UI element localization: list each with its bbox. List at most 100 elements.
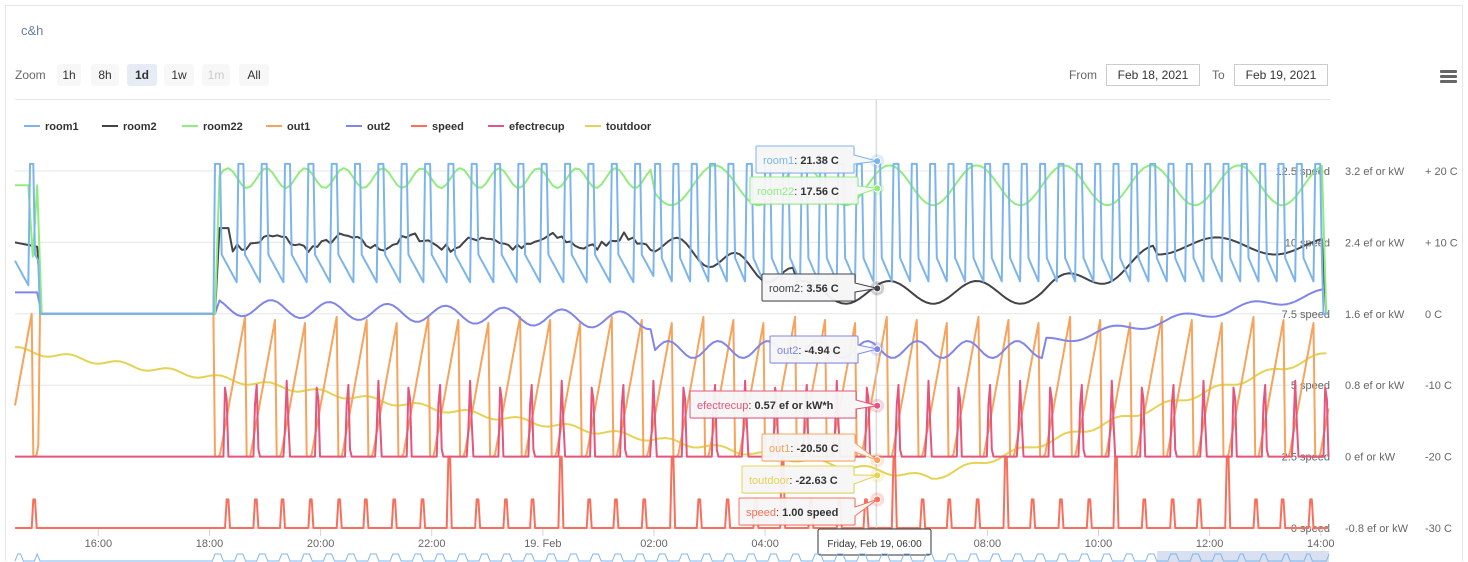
- tooltip-separator: :: [748, 400, 754, 412]
- tooltip-out1: out1: -20.50 C: [761, 433, 878, 462]
- legend-label: out2: [367, 121, 391, 133]
- hamburger-menu-icon[interactable]: [1440, 70, 1457, 85]
- series-line-toutdoor[interactable]: [14, 346, 1327, 480]
- navigator[interactable]: [14, 551, 1330, 562]
- from-date-input[interactable]: Feb 18, 2021: [1106, 64, 1200, 86]
- y-tick-label: -10 C: [1425, 380, 1452, 392]
- tooltip-toutdoor: toutdoor: -22.63 C: [741, 465, 878, 494]
- crosshair-label-text: Friday, Feb 19, 06:00: [827, 539, 922, 550]
- x-tick-label: 14:00: [1307, 538, 1335, 550]
- series-line-room2[interactable]: [14, 227, 1328, 315]
- series-line-room22[interactable]: [15, 164, 1328, 315]
- series-group: [14, 162, 1330, 529]
- zoom-label: Zoom: [15, 68, 46, 82]
- legend-symbol: [102, 125, 118, 128]
- legend-item-speed[interactable]: speed: [411, 121, 464, 133]
- zoom-button-1d[interactable]: 1d: [127, 64, 157, 86]
- tooltip-value: 0.57 ef or kW*h: [755, 400, 834, 412]
- legend-label: speed: [432, 121, 464, 133]
- chart-container: [5, 5, 1463, 561]
- legend-symbol: [266, 125, 282, 128]
- tooltip-separator: :: [798, 345, 804, 357]
- legend-symbol: [585, 125, 601, 128]
- x-tick-label: 10:00: [1085, 538, 1113, 550]
- zoom-button-1h[interactable]: 1h: [57, 64, 81, 86]
- legend-symbol: [182, 125, 198, 128]
- x-tick-label: 18:00: [196, 538, 224, 550]
- tooltip-series-name: room1: [763, 155, 794, 167]
- x-tick-label: 16:00: [85, 538, 113, 550]
- tooltip-value: -20.50 C: [797, 443, 839, 455]
- legend-label: out1: [287, 121, 311, 133]
- zoom-button-1w[interactable]: 1w: [164, 64, 194, 86]
- legend-symbol: [24, 125, 40, 128]
- chart-title: c&h: [21, 23, 44, 38]
- series-line-speed[interactable]: [15, 455, 1329, 529]
- legend-symbol: [346, 125, 362, 128]
- legend-item-out2[interactable]: out2: [346, 121, 390, 133]
- y-tick-label: 0.8 ef or kW: [1345, 380, 1405, 392]
- y-tick-label: 0 speed: [1291, 523, 1330, 535]
- tooltip-efectrecup: efectrecup: 0.57 ef or kW*h: [689, 390, 878, 419]
- tooltip-separator: :: [794, 155, 800, 167]
- to-date-input[interactable]: Feb 19, 2021: [1234, 64, 1328, 86]
- zoom-button-all[interactable]: All: [239, 64, 269, 86]
- y-tick-label: + 20 C: [1425, 166, 1458, 178]
- legend-item-toutdoor[interactable]: toutdoor: [585, 121, 651, 133]
- y-tick-label: -0.8 ef or kW: [1345, 523, 1409, 535]
- legend-symbol: [411, 125, 427, 128]
- zoom-button-8h[interactable]: 8h: [91, 64, 119, 86]
- tooltip-room1: room1: 21.38 C: [755, 145, 878, 174]
- svg-text:room2: 3.56 C: room2: 3.56 C: [769, 283, 839, 295]
- tooltip-speed: speed: 1.00 speed: [738, 497, 878, 526]
- tooltip-series-name: speed: [746, 507, 776, 519]
- legend-item-efectrecup[interactable]: efectrecup: [488, 121, 565, 133]
- crosshair-label: Friday, Feb 19, 06:00: [817, 528, 932, 556]
- x-tick-label: 12:00: [1196, 538, 1224, 550]
- navigator-series: [14, 552, 1330, 562]
- from-label: From: [1069, 68, 1097, 82]
- to-label: To: [1212, 68, 1225, 82]
- tooltip-value: 3.56 C: [806, 283, 838, 295]
- tooltip-out2: out2: -4.94 C: [769, 335, 878, 364]
- tooltip-value: -4.94 C: [805, 345, 841, 357]
- tooltip-series-name: room2: [769, 283, 800, 295]
- tooltip-value: 1.00 speed: [782, 507, 838, 519]
- svg-text:speed: 1.00 speed: speed: 1.00 speed: [746, 507, 838, 519]
- tooltip-series-name: room22: [757, 186, 794, 198]
- tooltip-room2: room2: 3.56 C: [761, 273, 878, 302]
- series-line-efectrecup[interactable]: [15, 379, 1330, 458]
- svg-text:out1: -20.50 C: out1: -20.50 C: [769, 443, 839, 455]
- x-tick-label: 22:00: [418, 538, 446, 550]
- tooltip-value: 21.38 C: [800, 155, 839, 167]
- x-tick-label: 08:00: [974, 538, 1002, 550]
- x-tick-label: 02:00: [640, 538, 668, 550]
- legend-item-out1[interactable]: out1: [266, 121, 310, 133]
- legend-label: toutdoor: [606, 121, 652, 133]
- tooltip-separator: :: [800, 283, 806, 295]
- y-tick-label: 1.6 ef or kW: [1345, 309, 1405, 321]
- y-tick-label: -30 C: [1425, 523, 1452, 535]
- svg-text:room22: 17.56 C: room22: 17.56 C: [757, 186, 839, 198]
- zoom-button-1m: 1m: [202, 64, 230, 86]
- navigator-selection[interactable]: [1157, 551, 1329, 562]
- x-tick-label: 20:00: [307, 538, 335, 550]
- legend-label: room22: [203, 121, 243, 133]
- tooltip-value: -22.63 C: [796, 475, 838, 487]
- legend-item-room22[interactable]: room22: [182, 121, 243, 133]
- svg-text:efectrecup: 0.57 ef or kW*h: efectrecup: 0.57 ef or kW*h: [697, 400, 834, 412]
- legend-item-room1[interactable]: room1: [24, 121, 79, 133]
- svg-text:room1: 21.38 C: room1: 21.38 C: [763, 155, 839, 167]
- series-line-room1[interactable]: [14, 162, 1329, 315]
- tooltip-separator: :: [790, 443, 796, 455]
- series-line-out2[interactable]: [15, 288, 1327, 360]
- y-tick-label: 7.5 speed: [1282, 309, 1330, 321]
- tooltip-series-name: toutdoor: [749, 475, 790, 487]
- header-divider: [15, 99, 1330, 100]
- y-tick-label: -20 C: [1425, 452, 1452, 464]
- y-tick-label: 0 ef or kW: [1345, 452, 1396, 464]
- legend-symbol: [488, 125, 504, 128]
- legend-item-room2[interactable]: room2: [102, 121, 157, 133]
